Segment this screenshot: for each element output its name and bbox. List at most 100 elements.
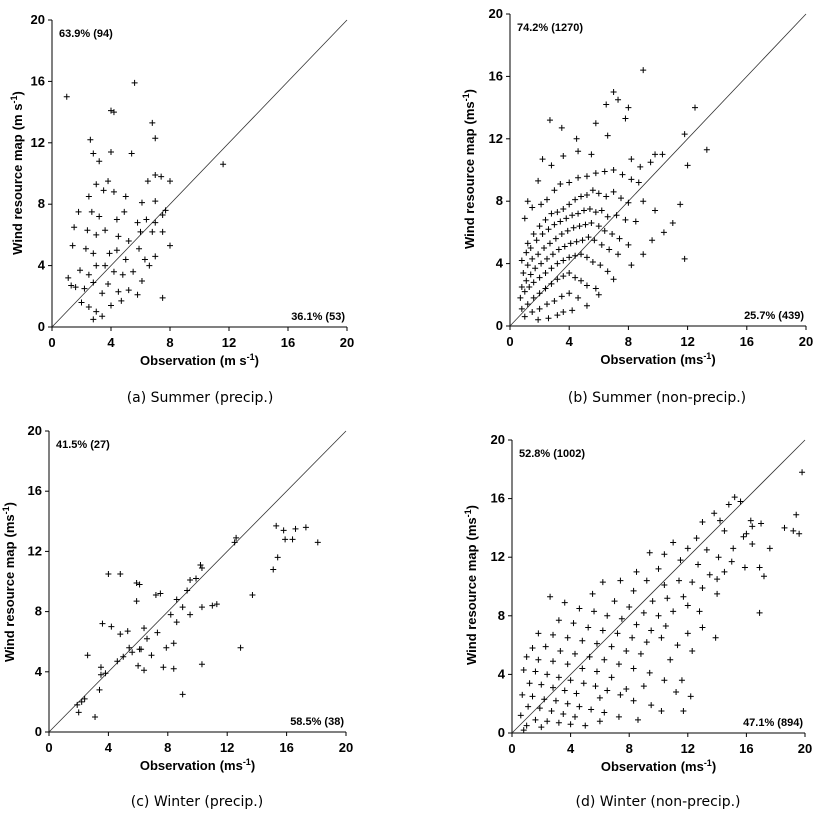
x-tick-label: 0	[48, 335, 55, 350]
data-point	[633, 568, 640, 575]
x-tick-label: 16	[740, 334, 754, 349]
data-point	[550, 631, 557, 638]
data-point	[576, 605, 583, 612]
data-point	[292, 525, 299, 532]
data-point	[85, 304, 92, 311]
data-point	[548, 162, 555, 169]
data-point	[541, 245, 548, 251]
y-tick-label: 20	[491, 432, 505, 447]
y-tick-label: 16	[31, 73, 45, 88]
y-axis-unit-close: )	[10, 91, 25, 95]
data-point	[640, 251, 647, 258]
data-point	[649, 237, 656, 244]
data-point	[583, 173, 590, 180]
data-point	[542, 643, 549, 650]
data-point	[126, 644, 133, 651]
data-point	[141, 256, 148, 263]
data-point	[213, 601, 220, 608]
data-point	[108, 302, 114, 309]
data-point	[78, 698, 85, 705]
data-point	[796, 530, 803, 537]
data-point	[550, 658, 557, 665]
data-point	[643, 639, 650, 646]
data-point	[90, 250, 97, 257]
data-point	[121, 208, 128, 215]
data-point	[532, 265, 539, 272]
data-point	[576, 223, 583, 230]
x-axis-label: Observation	[601, 759, 677, 774]
data-point	[566, 179, 573, 186]
data-point	[637, 163, 644, 170]
panel-caption: (c) Winter (precip.)	[131, 794, 263, 810]
data-point	[592, 285, 599, 292]
data-point	[523, 249, 530, 256]
data-point	[532, 668, 539, 675]
data-point	[604, 213, 611, 220]
data-point	[640, 683, 647, 690]
data-point	[93, 231, 100, 238]
one-to-one-line	[511, 439, 806, 734]
y-axis-unit-close: )	[464, 505, 479, 509]
data-point	[134, 219, 141, 226]
data-point	[102, 670, 109, 677]
data-point	[581, 207, 587, 214]
data-point	[677, 557, 684, 564]
data-point	[173, 619, 180, 626]
data-point	[138, 199, 145, 206]
data-point	[692, 104, 698, 111]
data-point	[664, 595, 671, 602]
lower-percentage-label: 36.1% (53)	[291, 311, 345, 323]
x-axis-unit-exponent: -1	[703, 351, 711, 361]
x-tick-label: 20	[798, 741, 812, 756]
data-point	[93, 308, 100, 315]
data-point	[558, 230, 565, 237]
x-tick-label: 8	[164, 740, 171, 755]
y-axis-unit-exponent: -1	[463, 509, 473, 517]
data-point	[90, 316, 97, 323]
data-point	[610, 167, 617, 173]
data-point	[640, 198, 647, 205]
x-axis-unit: (m s	[220, 353, 247, 368]
data-point	[84, 652, 91, 659]
data-point	[728, 558, 735, 565]
data-point	[133, 580, 140, 587]
data-point	[90, 279, 97, 286]
data-point	[625, 104, 632, 111]
data-point	[198, 564, 205, 571]
data-point	[96, 213, 103, 220]
data-point	[569, 212, 576, 219]
data-point	[610, 89, 617, 95]
lower-percentage-label: 47.1% (894)	[743, 717, 803, 729]
data-point	[555, 674, 562, 681]
data-point	[138, 646, 145, 653]
data-point	[68, 282, 75, 289]
data-point	[573, 135, 580, 142]
data-point	[144, 635, 151, 642]
data-point	[696, 608, 703, 615]
data-point	[184, 587, 191, 594]
data-point	[555, 617, 562, 624]
data-point	[622, 115, 629, 122]
data-point	[699, 624, 706, 631]
data-point	[557, 647, 564, 654]
data-point	[548, 708, 555, 715]
data-point	[167, 611, 174, 618]
x-axis-unit: (ms	[220, 758, 243, 773]
data-point	[604, 687, 611, 694]
data-point	[538, 681, 545, 688]
data-point	[758, 520, 765, 527]
data-point	[87, 136, 94, 143]
data-point	[569, 307, 576, 314]
data-point	[108, 107, 114, 114]
data-point	[544, 671, 551, 678]
data-point	[270, 566, 277, 573]
data-point	[558, 293, 565, 300]
data-point	[617, 691, 624, 698]
data-point	[209, 602, 216, 609]
x-axis-title: Observation (ms-1)	[600, 351, 715, 367]
data-point	[85, 193, 92, 200]
data-point	[527, 245, 534, 251]
data-point	[529, 645, 536, 652]
data-point	[74, 701, 81, 708]
data-point	[601, 227, 608, 234]
